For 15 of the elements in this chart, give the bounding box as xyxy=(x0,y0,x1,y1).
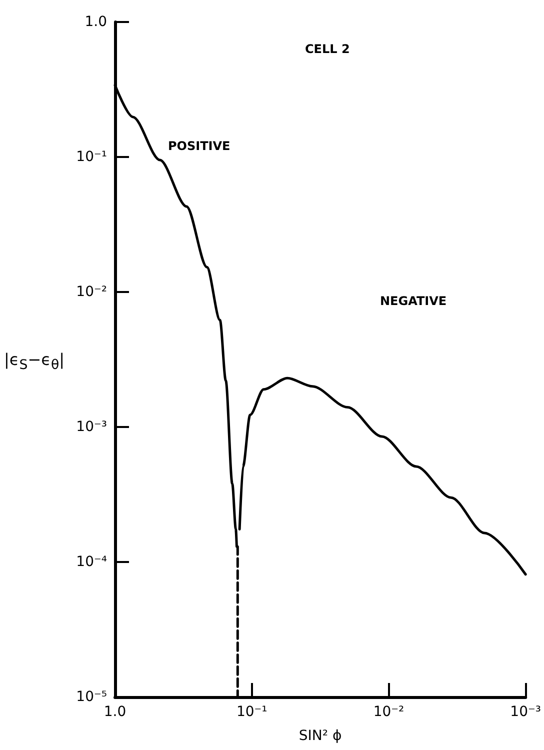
y-tick-label: 10⁻³ xyxy=(76,419,107,435)
y-tick-label: 10⁻⁴ xyxy=(76,554,108,570)
text: CELL 2 xyxy=(305,42,350,56)
y-tick-label: 10⁻⁵ xyxy=(76,689,107,705)
annotation: NEGATIVE xyxy=(380,294,447,308)
x-tick-label: 10⁻² xyxy=(373,704,404,720)
x-tick-label: 10⁻¹ xyxy=(236,704,268,720)
x-tick-label: 1.0 xyxy=(104,704,126,720)
x-axis-title: SIN² ϕ xyxy=(298,728,342,744)
x-tick-label: 10⁻³ xyxy=(510,704,542,720)
y-tick-label: 10⁻² xyxy=(76,284,107,300)
y-axis-title: |ϵ$_{S}$−ϵ$_{θ}$| xyxy=(4,350,64,374)
annotation: POSITIVE xyxy=(168,139,230,153)
y-tick-label: 1.0 xyxy=(84,14,107,30)
y-tick-label: 10⁻¹ xyxy=(76,149,107,165)
